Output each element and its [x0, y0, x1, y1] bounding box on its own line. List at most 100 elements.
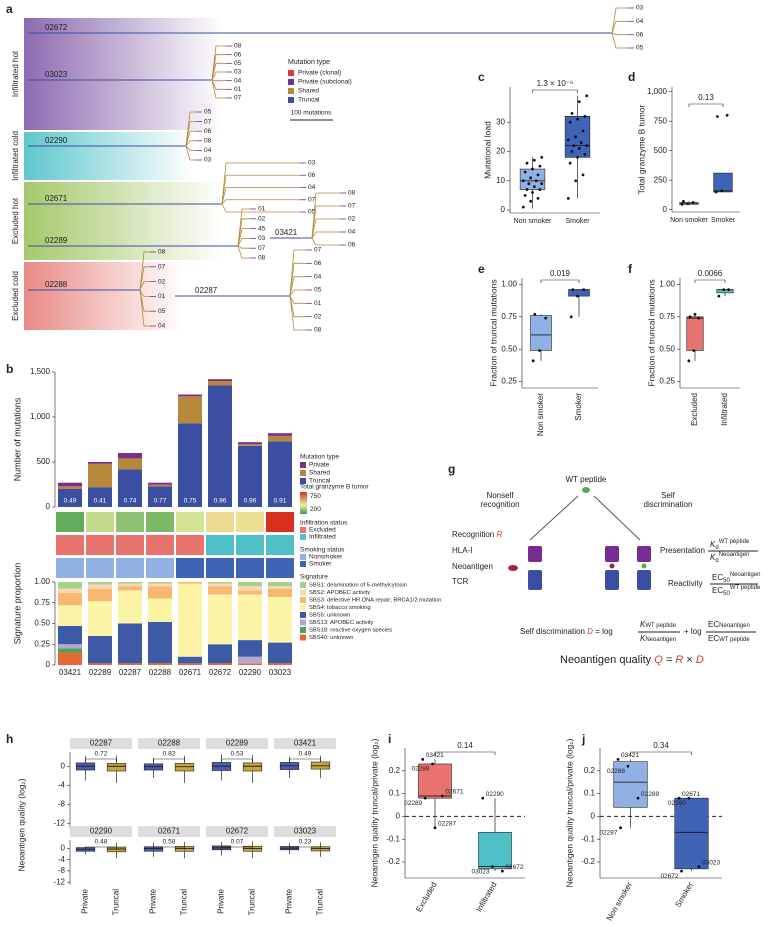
p-value: 0.13 — [698, 93, 714, 102]
branch — [289, 249, 306, 297]
f: D — [587, 627, 593, 636]
f: Self discrimination — [520, 627, 585, 636]
x-tick-label: Smoker — [574, 393, 583, 421]
heat-cell — [56, 535, 84, 555]
branch — [237, 245, 250, 259]
patient-label: 02290 — [45, 136, 68, 145]
bar-segment — [238, 442, 262, 444]
legend-label: Smoker — [309, 561, 332, 568]
box — [418, 763, 452, 799]
strip-label: 02289 — [226, 739, 249, 748]
label: TCR — [452, 577, 469, 586]
x-tick-label: Non smoker — [670, 217, 708, 224]
y-tick-label: 0 — [591, 812, 596, 821]
bar-segment — [208, 594, 232, 645]
f: Neoantigen — [719, 552, 750, 558]
point — [686, 202, 690, 206]
branch — [211, 79, 226, 90]
branch — [311, 192, 340, 239]
point — [576, 155, 579, 159]
heat-cell — [86, 535, 114, 555]
y-tick-label: 0 — [663, 205, 668, 214]
legend-title: Mutation type — [288, 59, 330, 66]
label: HLA-I — [452, 546, 472, 555]
y-tick-label: 0 — [46, 660, 51, 669]
f: 50 — [723, 578, 730, 584]
branch — [289, 295, 306, 304]
bracket — [688, 103, 724, 107]
f: WT peptide — [645, 623, 676, 629]
point-label: 02288 — [411, 766, 429, 773]
legend-label: Truncal — [298, 97, 320, 104]
y-tick-label: 500 — [654, 146, 668, 155]
leaf-label: 02 — [158, 278, 166, 285]
branch — [139, 289, 150, 297]
leaf-label: 03 — [308, 160, 316, 167]
branch — [221, 162, 300, 205]
group-label: Excluded cold — [11, 271, 20, 321]
branch — [611, 7, 628, 34]
value-label: 0.91 — [274, 498, 287, 505]
point — [576, 294, 579, 298]
legend-title: Total granzyme B tumor — [300, 484, 369, 491]
bar-segment — [58, 489, 82, 507]
bar-segment — [118, 582, 142, 584]
legend-swatch — [300, 478, 306, 484]
bar-segment — [208, 586, 232, 595]
bar-segment — [148, 621, 172, 664]
p-value: 0.019 — [550, 269, 571, 278]
point — [500, 869, 504, 873]
panel-label: a — [6, 2, 13, 16]
p-value: 0.0066 — [698, 269, 723, 278]
x-tick-label: Non smoker — [536, 393, 545, 436]
box — [713, 172, 733, 193]
p-value: 0.53 — [231, 751, 244, 758]
legend-label: SBS40: unknown — [309, 635, 353, 641]
bar-segment — [88, 584, 112, 589]
x-tick-label: Smoker — [673, 880, 695, 909]
leaf-label: 01 — [234, 86, 242, 93]
strip — [206, 826, 268, 837]
bar-segment — [58, 588, 82, 593]
point-label: 02289 — [404, 800, 422, 807]
branch — [289, 295, 306, 318]
bar-segment — [238, 590, 262, 595]
leaf-label: 06 — [204, 128, 212, 135]
y-tick-label: 0.50 — [659, 344, 675, 353]
bar-segment — [268, 441, 292, 507]
heat-cell — [176, 512, 204, 532]
bar-segment — [208, 381, 232, 386]
branch — [139, 281, 150, 291]
point-label: 02287 — [438, 821, 456, 828]
bar-segment — [118, 458, 142, 470]
strip — [70, 826, 132, 837]
point — [577, 147, 581, 150]
formula: ECNeoantigen — [708, 620, 750, 629]
branch — [211, 62, 226, 81]
branch — [185, 130, 196, 147]
point — [677, 796, 681, 800]
heat-cell — [116, 558, 144, 578]
point — [583, 114, 587, 118]
bar-segment — [88, 663, 112, 665]
y-tick-label: -0.2 — [581, 857, 595, 866]
point — [716, 115, 719, 118]
branch — [311, 231, 340, 239]
point-label: 02671 — [682, 791, 700, 798]
bracket — [434, 751, 496, 755]
scale-label: 100 mutations — [291, 110, 333, 117]
point — [531, 167, 534, 171]
point-label: 02290 — [486, 791, 504, 798]
point — [540, 155, 544, 159]
x-tick-label: Smoker — [565, 218, 590, 225]
x-tick-label: Smoker — [711, 217, 736, 224]
branch — [237, 218, 250, 247]
bar-segment — [268, 433, 292, 436]
f: K — [710, 540, 716, 549]
bar-segment — [238, 586, 262, 591]
branch — [139, 289, 150, 312]
legend-label: SBS4: tobacco smoking — [309, 605, 371, 611]
branch — [311, 237, 340, 246]
f: K — [640, 620, 646, 629]
bar-segment — [58, 582, 82, 589]
